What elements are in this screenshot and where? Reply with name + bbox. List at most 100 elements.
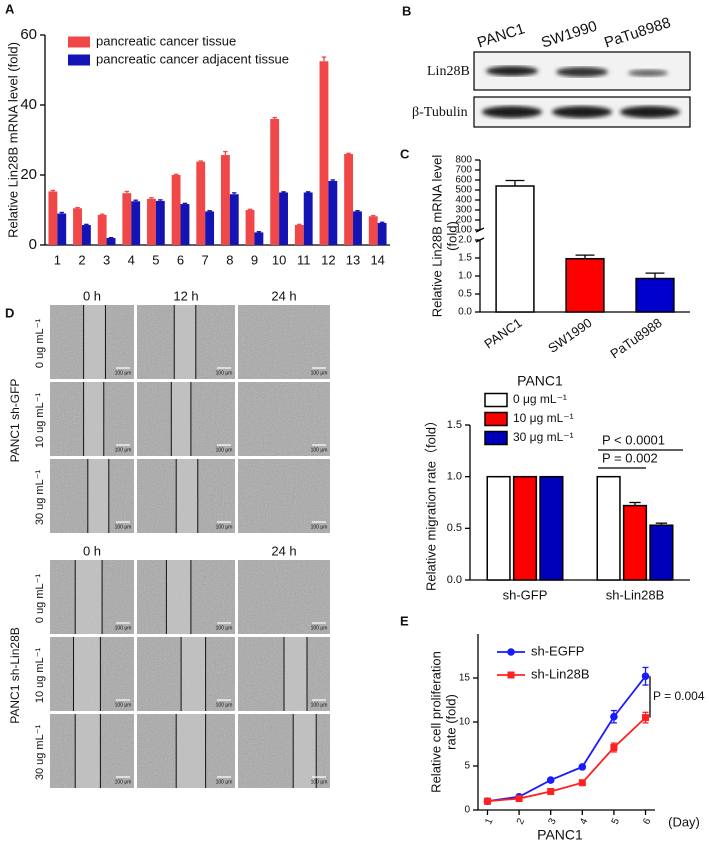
bar (254, 232, 264, 245)
legend-swatch (484, 392, 508, 408)
bar (368, 216, 378, 245)
bar (171, 175, 181, 245)
y-tick-label: 15 (459, 673, 471, 684)
scale-bar-label: 100 μm (311, 524, 328, 530)
y-tick-label: 20 (20, 166, 37, 183)
marker (507, 648, 515, 656)
x-tick-label: 1 (54, 252, 61, 267)
series-line (487, 675, 647, 803)
y-axis-label: Relative Lin28B mRNA level (429, 155, 444, 318)
x-axis-label: PANC1 (537, 827, 583, 843)
x-tick-label: 8 (226, 252, 233, 267)
x-tick-label: 1 (483, 816, 496, 826)
bar (97, 214, 107, 245)
time-label: 24 h (271, 543, 296, 558)
scale-bar-label: 100 μm (311, 625, 328, 631)
scale-bar-label: 100 μm (311, 447, 328, 453)
x-tick-label: 6 (641, 816, 654, 826)
y-tick-label: 200 (455, 215, 472, 226)
bar (81, 225, 91, 245)
scale-bar-label: 100 μm (311, 779, 328, 785)
x-tick-label: 5 (610, 816, 623, 826)
x-tick-label: 2 (78, 252, 85, 267)
dose-label: 0 ug mL⁻¹ (34, 574, 46, 624)
x-tick-label: 11 (297, 252, 311, 267)
bar (57, 213, 67, 245)
y-tick-label: 0.0 (458, 307, 472, 318)
bar (303, 192, 313, 245)
wound-gap (176, 459, 198, 533)
bar (147, 198, 156, 245)
marker (578, 763, 587, 771)
bar (565, 257, 605, 313)
blot-sample: SW1990 (539, 18, 599, 52)
wound-gap (174, 305, 196, 379)
marker (483, 797, 491, 805)
bar (48, 191, 58, 245)
bar (622, 504, 648, 581)
y-tick-label: 0.0 (447, 574, 462, 586)
micrograph-texture (238, 560, 330, 634)
x-tick-label: 10 (272, 252, 286, 267)
x-tick-label: SW1990 (545, 315, 594, 356)
wound-gap (83, 382, 104, 456)
dose-label: 10 ug mL⁻¹ (34, 648, 46, 704)
legend-label: sh-Lin28B (531, 666, 590, 681)
x-tick-label: 6 (177, 252, 184, 267)
bar (229, 194, 239, 245)
micrograph-texture (238, 305, 330, 379)
legend-swatch (68, 54, 90, 66)
scale-bar-label: 100 μm (216, 625, 233, 631)
marker (507, 671, 515, 679)
dose-label: 30 ug mL⁻¹ (34, 470, 46, 526)
time-label: 24 h (271, 288, 296, 303)
y-tick-label: 1.5 (458, 253, 472, 264)
x-tick-label: 4 (578, 816, 591, 826)
annotation: P = 0.002 (602, 450, 658, 465)
scale-bar-label: 100 μm (216, 779, 233, 785)
x-tick-label: 3 (103, 252, 110, 267)
chart-title: PANC1 (517, 373, 563, 389)
annotation: P = 0.004 (653, 689, 705, 703)
panel-letter: E (400, 613, 409, 628)
wound-gap (75, 560, 103, 634)
x-tick-label: 3 (546, 816, 559, 826)
blot-image (473, 51, 691, 128)
wound-gap (181, 637, 206, 711)
y-tick-label: 1.0 (458, 271, 472, 282)
marker (578, 779, 586, 787)
blot-sample: PaTu8988 (602, 14, 673, 51)
y-axis-label: Relative cell proliferation (428, 651, 443, 793)
x-axis-unit: (Day) (668, 814, 700, 829)
y-axis-label: Relative migration rate（fold） (423, 414, 438, 591)
time-label: 0 h (83, 288, 101, 303)
time-label: 12 h (173, 288, 198, 303)
wound-gap (83, 305, 106, 379)
legend-label: pancreatic cancer adjacent tissue (96, 51, 289, 66)
legend-label: 0 μg mL⁻¹ (513, 392, 567, 406)
wound-gap (284, 637, 307, 711)
bar (122, 193, 132, 245)
marker (641, 672, 650, 681)
y-axis-label: Relative Lin28B mRNA level (fold) (5, 42, 20, 238)
scale-bar-label: 100 μm (216, 447, 233, 453)
bar (294, 225, 304, 245)
bar (635, 277, 675, 313)
scale-bar-label: 100 μm (115, 370, 132, 376)
panel-letter: A (5, 1, 15, 16)
scale-bar-label: 100 μm (216, 370, 233, 376)
x-tick-label: sh-GFP (503, 587, 548, 602)
bar (495, 185, 535, 313)
scale-bar-label: 100 μm (115, 779, 132, 785)
bar (377, 222, 387, 245)
legend-swatch (484, 430, 508, 446)
bar (328, 180, 338, 245)
wound-gap (75, 714, 101, 788)
wound-gap (293, 714, 317, 788)
y-tick-label: 800 (455, 155, 472, 166)
micrograph-texture (238, 382, 330, 456)
legend-label: 30 μg mL⁻¹ (513, 430, 574, 444)
bar (344, 154, 354, 245)
bar (205, 211, 215, 245)
